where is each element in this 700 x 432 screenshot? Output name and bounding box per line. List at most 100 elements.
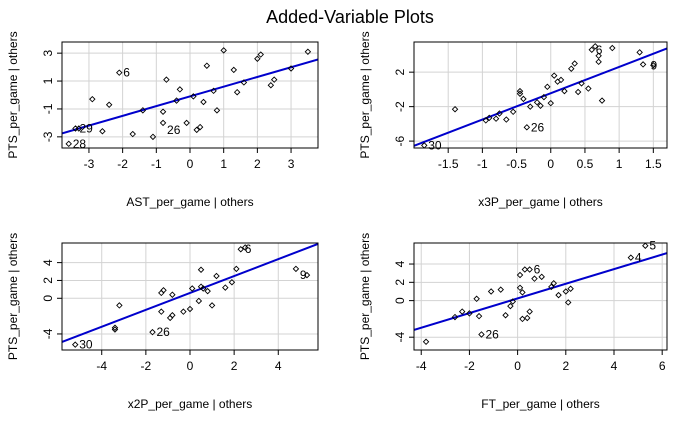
- data-point: [158, 308, 165, 315]
- data-point: [509, 298, 517, 305]
- data-point: [557, 76, 565, 84]
- data-point: [524, 314, 531, 322]
- data-point: [111, 326, 119, 333]
- y-axis-label: PTS_per_game | others: [358, 31, 372, 158]
- data-point: [516, 90, 524, 97]
- data-point: [496, 110, 503, 117]
- data-point: [160, 287, 167, 294]
- point-label-6: 6: [534, 263, 541, 277]
- plot-frame: [413, 242, 668, 351]
- data-point: [233, 88, 241, 96]
- x-tick-label: 4: [275, 359, 282, 373]
- data-point: [540, 93, 548, 101]
- data-point: [169, 311, 176, 319]
- x-tick-label: -0.5: [506, 157, 527, 171]
- y-tick-label: -4: [41, 328, 55, 339]
- data-point: [502, 312, 509, 319]
- point-label-6: 6: [245, 242, 252, 256]
- data-point: [254, 55, 261, 62]
- data-point: [270, 76, 278, 83]
- data-point: [200, 98, 207, 106]
- data-point: [159, 119, 167, 127]
- data-point: [519, 289, 526, 296]
- data-point: [230, 66, 238, 74]
- data-point: [564, 299, 572, 306]
- data-point: [116, 302, 123, 309]
- data-point: [139, 107, 147, 114]
- x-tick-label: -2: [464, 359, 475, 373]
- data-point: [72, 341, 79, 348]
- data-point: [233, 265, 240, 273]
- y-tick-label: -6: [393, 135, 407, 146]
- x-tick-label: -1: [477, 157, 488, 171]
- y-axis-label: PTS_per_game | others: [6, 233, 20, 360]
- data-point: [650, 62, 657, 69]
- data-point: [213, 272, 220, 280]
- data-point: [159, 108, 167, 115]
- x-tick-label: 1: [220, 157, 227, 171]
- data-point: [188, 285, 196, 292]
- point-label-26: 26: [167, 123, 181, 137]
- data-point: [548, 283, 555, 291]
- point-label-4: 4: [635, 251, 642, 265]
- panel-x2p: 30 26 6 9 -4 -2 0 2 4 -4 0 2 4 x2P_per_game | others P…: [6, 233, 319, 411]
- data-point: [287, 65, 295, 72]
- point-label-29: 29: [79, 121, 93, 135]
- y-tick-label: 2: [393, 69, 407, 76]
- data-point: [193, 126, 200, 134]
- data-point: [550, 280, 557, 287]
- data-point: [595, 58, 602, 66]
- data-point: [196, 123, 204, 131]
- data-point: [482, 117, 490, 124]
- point-label-28: 28: [73, 137, 87, 151]
- regression-line: [414, 47, 667, 147]
- data-point: [503, 116, 510, 123]
- data-point: [627, 254, 635, 261]
- data-point: [485, 114, 493, 122]
- x-tick-label: -4: [96, 359, 107, 373]
- x-axis-label: x2P_per_game | others: [128, 397, 253, 411]
- data-point: [554, 78, 561, 85]
- data-point: [149, 328, 156, 336]
- data-point: [228, 278, 236, 286]
- data-point: [475, 312, 483, 320]
- y-tick-label: 1: [41, 77, 55, 84]
- x-tick-label: 2: [562, 359, 569, 373]
- data-point: [213, 107, 221, 114]
- x-axis-label: FT_per_game | others: [481, 397, 600, 411]
- plot-frame: [413, 41, 668, 149]
- x-tick-label: 0: [187, 359, 194, 373]
- y-tick-label: 4: [393, 260, 407, 267]
- data-point: [527, 103, 534, 110]
- x-tick-label: 0: [187, 157, 194, 171]
- data-point: [585, 85, 592, 92]
- x-tick-label: 2: [231, 359, 238, 373]
- x-tick-label: -3: [84, 157, 95, 171]
- data-point: [595, 52, 602, 60]
- x-tick-label: 1.5: [645, 157, 662, 171]
- data-point: [487, 288, 495, 295]
- data-point: [163, 76, 170, 83]
- data-point: [598, 97, 606, 104]
- data-point: [537, 102, 544, 110]
- data-point: [520, 95, 527, 103]
- data-point: [111, 324, 119, 331]
- data-point: [129, 130, 136, 138]
- data-point: [578, 80, 585, 87]
- data-point: [257, 51, 264, 58]
- data-point: [497, 286, 504, 293]
- data-point: [473, 295, 480, 303]
- data-point: [458, 308, 466, 315]
- x-tick-label: 6: [659, 359, 666, 373]
- point-label-26: 26: [531, 120, 545, 134]
- data-point: [176, 86, 184, 93]
- data-point: [516, 87, 524, 95]
- data-point: [636, 49, 643, 56]
- x-tick-label: 0: [514, 359, 521, 373]
- x-tick-label: -1.5: [438, 157, 459, 171]
- y-tick-label: -2: [393, 101, 407, 112]
- data-point: [516, 284, 524, 292]
- data-point: [568, 65, 575, 72]
- data-point: [292, 265, 300, 273]
